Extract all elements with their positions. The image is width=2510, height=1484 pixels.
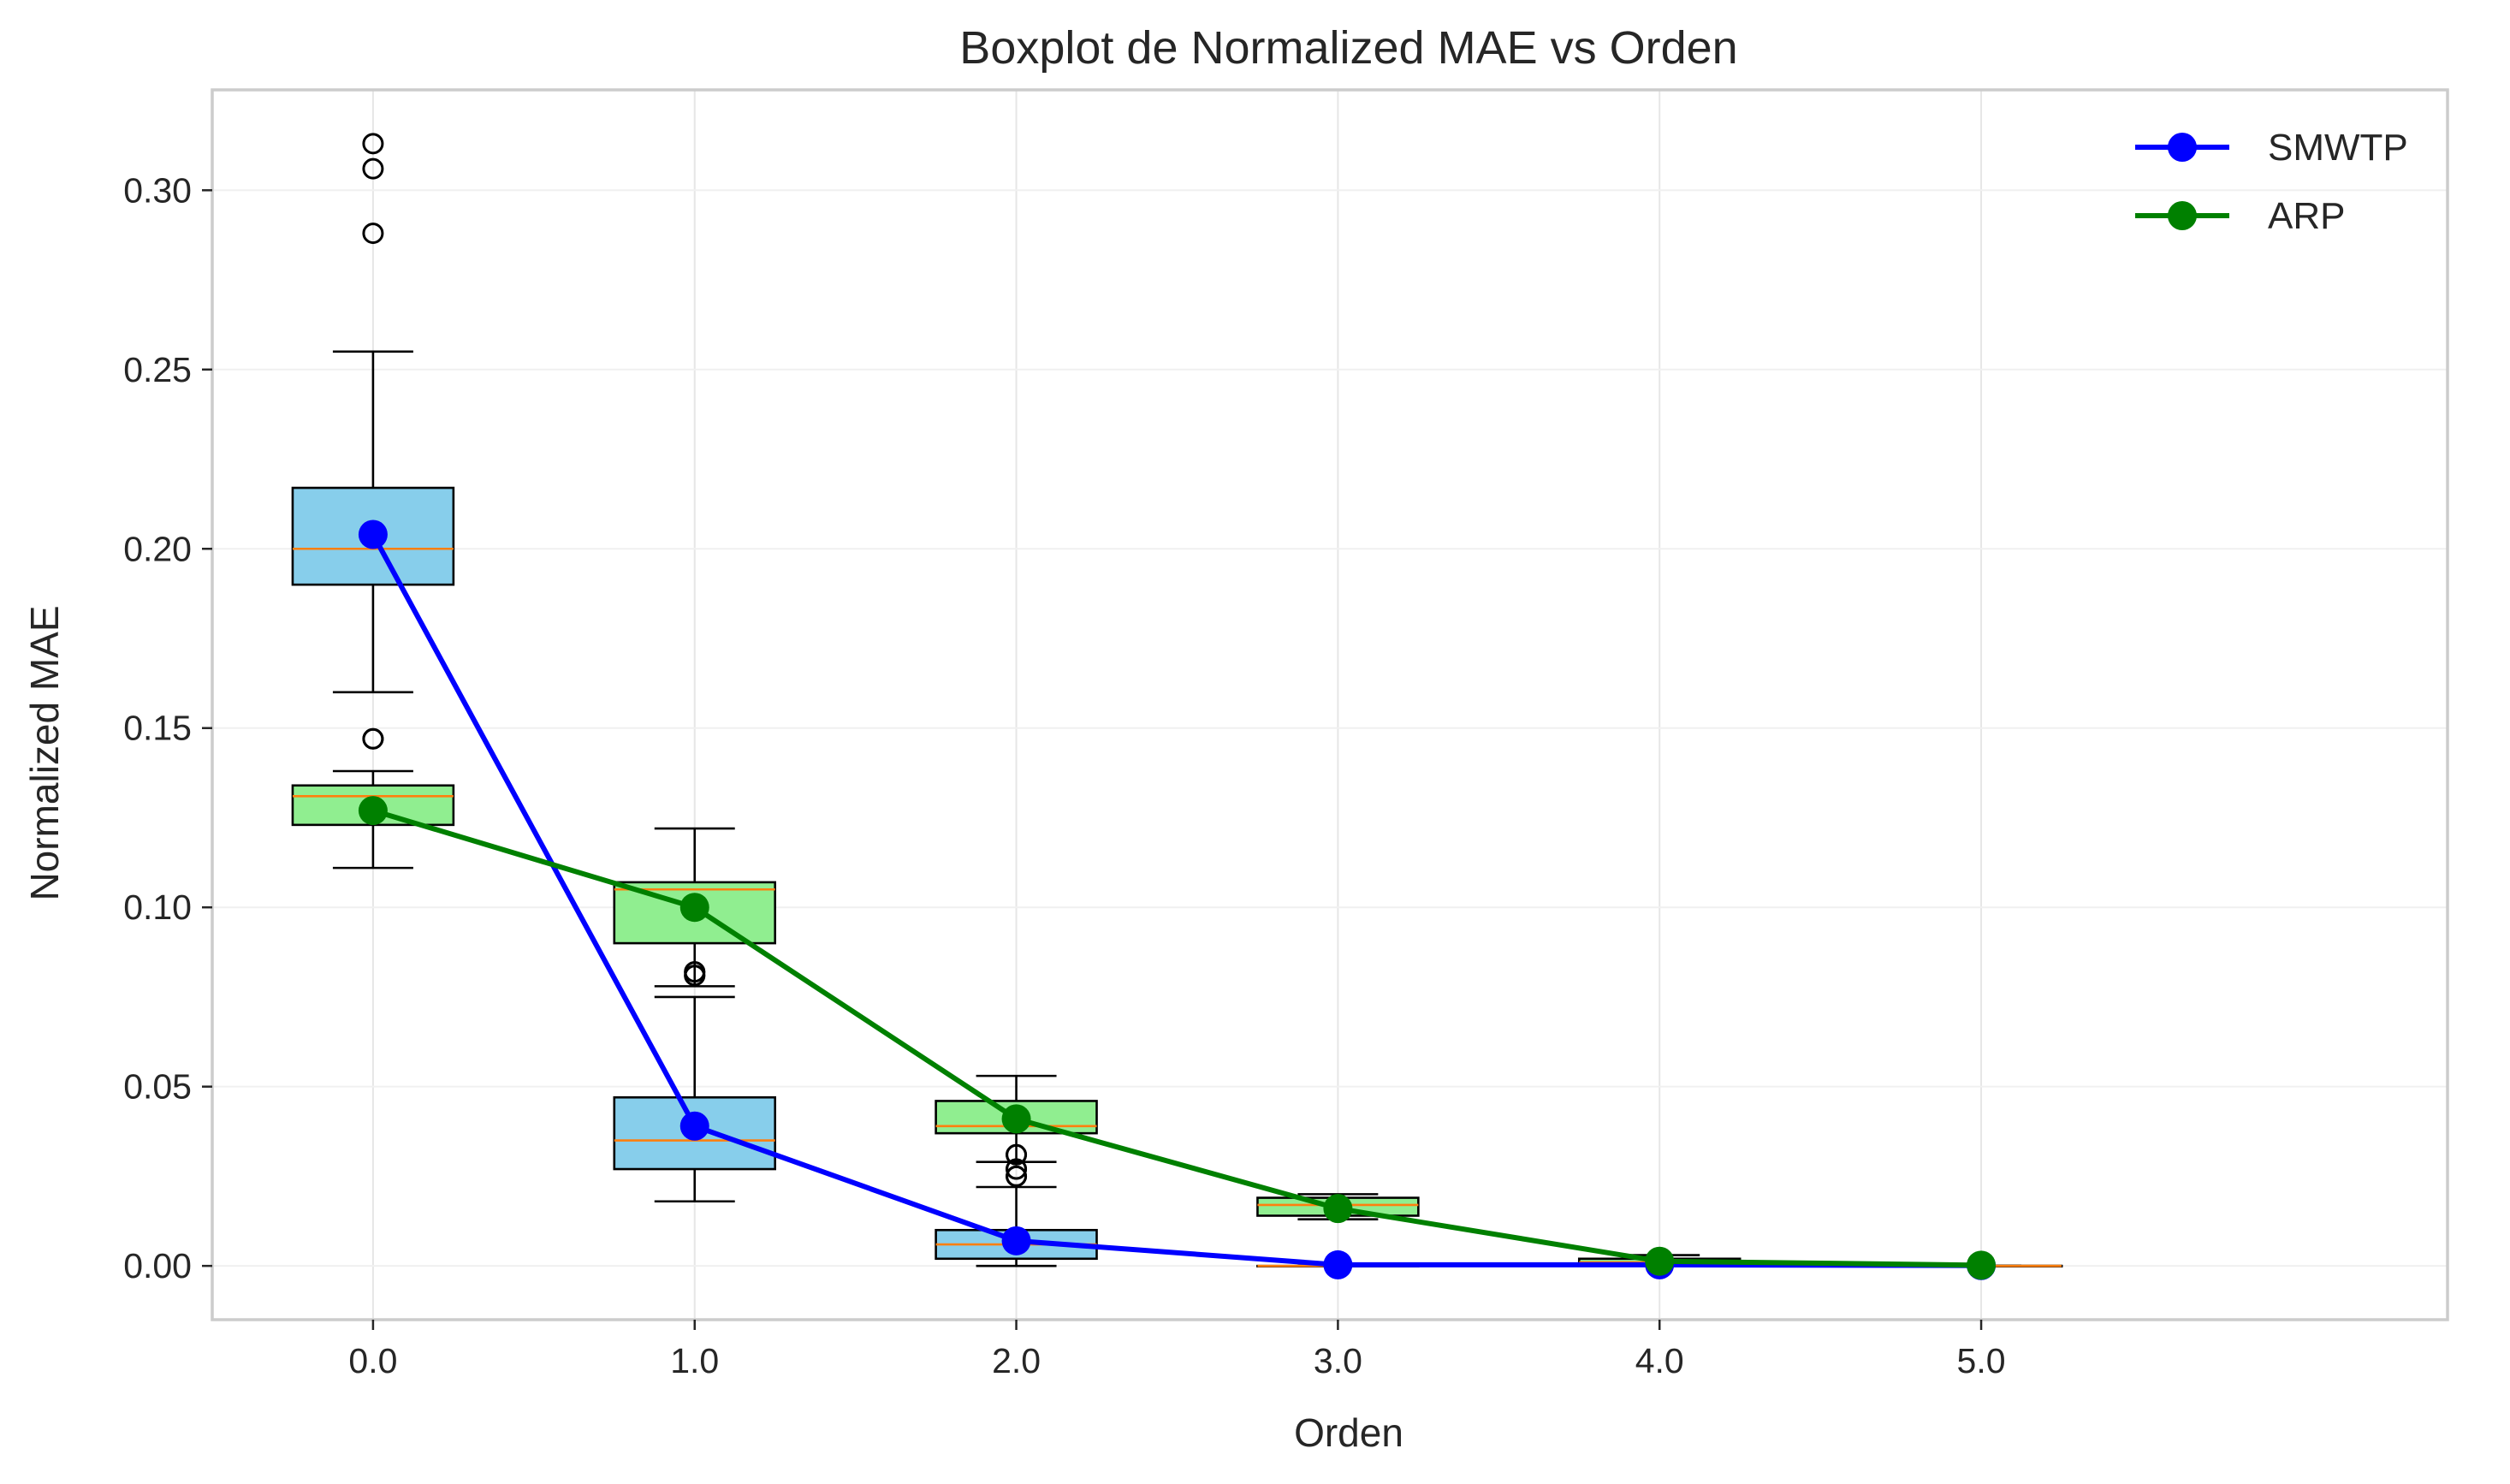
smwtp-0-flier-3 (362, 133, 384, 155)
legend-arp-marker (2168, 201, 2197, 230)
y-tick-label-0.05: 0.05 (123, 1067, 192, 1107)
chart-title: Boxplot de Normalized MAE vs Orden (959, 22, 1737, 74)
legend: SMWTP ARP (2135, 127, 2408, 237)
smwtp-point-0 (358, 519, 388, 549)
arp-point-4 (1645, 1246, 1675, 1276)
smwtp-0-flier-1 (362, 223, 384, 245)
series-lines (358, 519, 1997, 1280)
smwtp-point-1 (679, 1111, 709, 1141)
y-axis-label: Normalized MAE (22, 605, 67, 900)
x-tick-label-3.0: 3.0 (1314, 1341, 1362, 1380)
arp-point-3 (1323, 1194, 1353, 1224)
axes: 0.0 1.0 2.0 3.0 4.0 5.0 0.00 0.05 0.10 0.15 0.20 0.… (123, 88, 2449, 1380)
x-tick-label-1.0: 1.0 (670, 1341, 719, 1380)
y-tick-label-0.20: 0.20 (123, 529, 192, 568)
arp-point-2 (1001, 1104, 1031, 1134)
arp-point-0 (358, 796, 388, 826)
legend-smwtp-marker (2168, 133, 2197, 162)
legend-smwtp-label: SMWTP (2268, 127, 2408, 169)
arp-0-flier-0 (362, 727, 384, 750)
x-axis-label: Orden (1294, 1410, 1403, 1455)
arp-line (372, 808, 1982, 1268)
y-tick-label-0.25: 0.25 (123, 350, 192, 389)
arp-2-flier-1 (1006, 1158, 1028, 1180)
arp-2-flier-2 (1006, 1143, 1028, 1166)
smwtp-0-flier-2 (362, 157, 384, 180)
legend-arp-label: ARP (2268, 195, 2345, 237)
arp-point-5 (1967, 1250, 1997, 1280)
x-tick-label-5.0: 5.0 (1957, 1341, 2006, 1380)
smwtp-point-3 (1323, 1250, 1353, 1279)
arp-point-1 (679, 893, 709, 923)
y-tick-label-0.10: 0.10 (123, 887, 192, 927)
y-tick-label-0.15: 0.15 (123, 709, 192, 748)
x-tick-label-2.0: 2.0 (992, 1341, 1041, 1380)
y-tick-label-0.00: 0.00 (123, 1246, 192, 1285)
y-tick-label-0.30: 0.30 (123, 170, 192, 210)
grid-lines (212, 90, 2448, 1320)
smwtp-line (371, 533, 1982, 1268)
x-tick-label-4.0: 4.0 (1635, 1341, 1684, 1380)
arp-2-flier-0 (1006, 1165, 1028, 1187)
plot-frame (211, 88, 2449, 1321)
smwtp-point-2 (1001, 1226, 1031, 1255)
x-tick-label-0.0: 0.0 (348, 1341, 397, 1380)
arp-1-flier-1 (684, 961, 706, 983)
